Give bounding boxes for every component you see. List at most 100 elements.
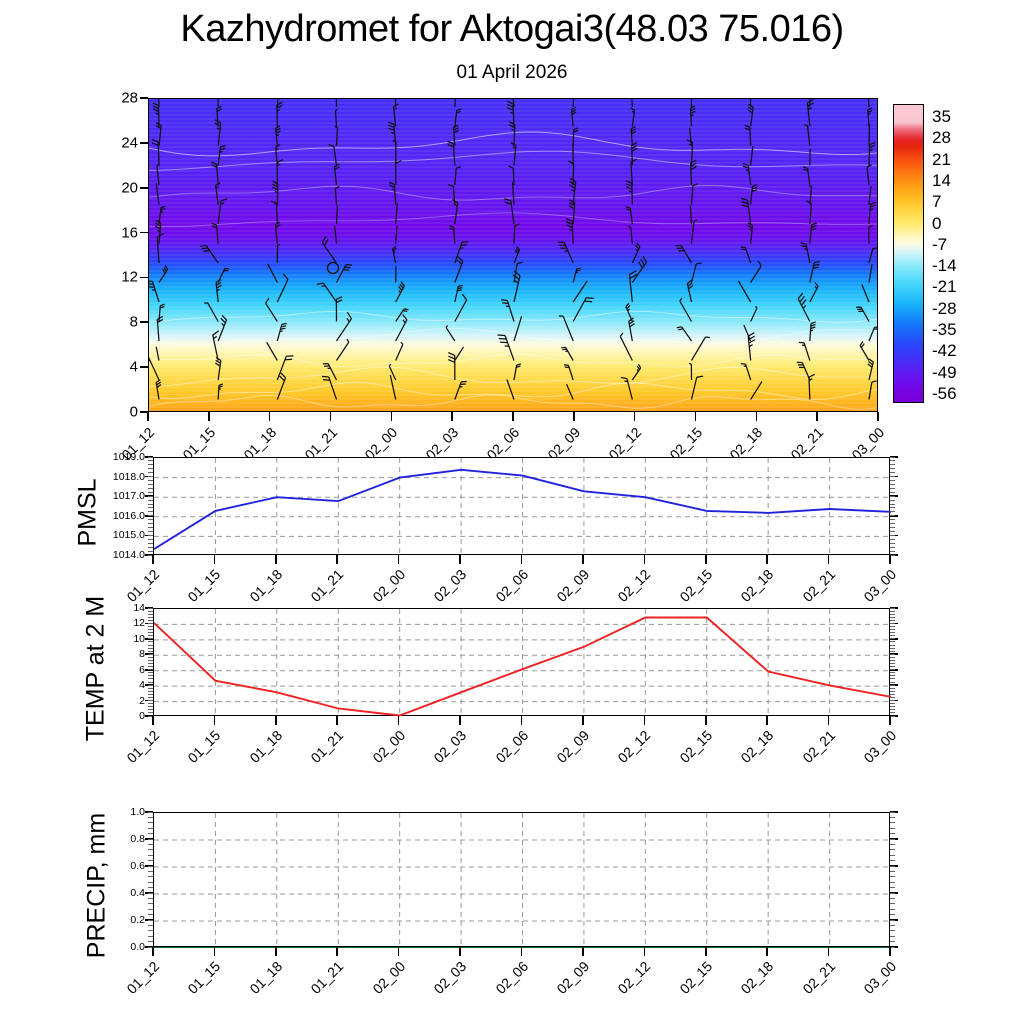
x-tick xyxy=(582,555,584,564)
y-minor-tick-right xyxy=(890,865,895,867)
colorbar-tick-label: -28 xyxy=(932,298,957,318)
x-tick-label: 02_03 xyxy=(430,727,470,766)
y-minor-tick-right xyxy=(890,666,895,668)
y-minor-tick xyxy=(148,687,153,689)
colorbar-tick-label: 35 xyxy=(932,107,951,126)
y-minor-tick xyxy=(148,456,153,458)
y-minor-tick xyxy=(148,626,153,627)
precip-panel[interactable] xyxy=(153,812,891,948)
y-tick-label: 2 xyxy=(139,694,145,707)
y-minor-tick-right xyxy=(890,930,895,932)
main-y-tick-label: 8 xyxy=(129,313,138,331)
colorbar-tick-label: 28 xyxy=(932,128,951,148)
y-minor-tick xyxy=(148,511,153,513)
y-minor-tick xyxy=(148,666,153,668)
x-tick-label: 02_15 xyxy=(676,727,716,766)
y-tick-label: 1017.0 xyxy=(112,490,145,503)
x-tick-label: 02_15 xyxy=(676,958,716,997)
y-minor-tick-right xyxy=(890,897,895,899)
y-minor-tick xyxy=(148,503,153,505)
y-tick-label: 0.0 xyxy=(130,941,145,953)
x-tick-label: 02_21 xyxy=(799,727,838,766)
y-minor-tick xyxy=(148,638,153,640)
y-minor-tick xyxy=(148,903,153,905)
colorbar-tick-label: -42 xyxy=(932,341,957,361)
main-x-tick xyxy=(451,412,453,421)
y-tick-label: 1019.0 xyxy=(112,451,145,463)
y-minor-tick-right xyxy=(890,684,895,686)
upper-air-cross-section-panel[interactable] xyxy=(148,98,878,412)
x-tick-label: 01_12 xyxy=(123,958,163,997)
x-tick xyxy=(889,555,891,564)
y-minor-tick-right xyxy=(890,538,895,540)
y-minor-tick-right xyxy=(890,690,895,692)
main-x-tick xyxy=(208,412,210,421)
colorbar-tick-label: -21 xyxy=(932,277,957,297)
x-tick xyxy=(459,716,461,725)
precip-plot xyxy=(154,813,891,948)
y-minor-tick-right xyxy=(890,499,895,501)
y-minor-tick xyxy=(148,534,153,536)
x-tick xyxy=(827,947,830,956)
x-tick xyxy=(336,716,339,725)
y-minor-tick-right xyxy=(890,613,895,615)
y-minor-tick xyxy=(148,941,153,943)
temp-at-2m-panel[interactable] xyxy=(153,608,891,717)
y-minor-tick xyxy=(148,607,153,609)
y-minor-tick xyxy=(148,546,153,548)
y-minor-tick-right xyxy=(890,838,895,840)
x-tick-label: 01_21 xyxy=(307,958,347,997)
y-minor-tick xyxy=(148,672,153,674)
y-minor-tick xyxy=(148,656,153,658)
y-minor-tick xyxy=(148,675,153,677)
y-minor-tick xyxy=(148,491,153,493)
y-tick-label: 12 xyxy=(133,617,145,630)
y-minor-tick xyxy=(148,641,153,643)
y-minor-tick xyxy=(148,914,153,916)
x-tick-label: 02_21 xyxy=(799,958,838,997)
x-tick xyxy=(213,555,216,564)
y-minor-tick-right xyxy=(890,534,895,536)
main-y-tick-label: 16 xyxy=(121,224,138,242)
y-minor-tick-right xyxy=(890,712,895,714)
y-tick-label: 6 xyxy=(139,663,145,676)
y-minor-tick xyxy=(148,527,153,529)
x-tick xyxy=(582,947,584,956)
y-minor-tick xyxy=(148,629,153,631)
y-tick-label: 14 xyxy=(133,602,145,614)
y-minor-tick xyxy=(148,892,153,894)
y-minor-tick xyxy=(148,693,153,695)
y-minor-tick xyxy=(148,632,153,634)
colorbar-tick-label: -56 xyxy=(932,383,957,403)
main-x-tick xyxy=(573,412,575,421)
x-tick xyxy=(397,947,400,956)
colorbar-tick-label: 7 xyxy=(932,192,942,212)
y-minor-tick-right xyxy=(890,696,895,698)
y-minor-tick-right xyxy=(890,464,895,466)
y-minor-tick xyxy=(148,706,153,708)
y-minor-tick xyxy=(148,887,153,889)
y-minor-tick xyxy=(148,684,153,686)
y-minor-tick xyxy=(148,930,153,932)
y-tick-label: 8 xyxy=(139,648,145,661)
main-x-tick xyxy=(147,412,149,421)
x-tick xyxy=(397,555,400,564)
y-minor-tick xyxy=(148,849,153,851)
x-tick xyxy=(582,716,584,725)
main-y-tick-label: 0 xyxy=(129,403,138,421)
y-minor-tick xyxy=(148,822,153,824)
y-minor-tick-right xyxy=(890,860,895,862)
y-minor-tick xyxy=(148,924,153,926)
x-tick xyxy=(704,555,707,564)
y-minor-tick-right xyxy=(890,607,895,609)
main-x-tick xyxy=(633,412,636,421)
y-minor-tick xyxy=(148,860,153,862)
y-minor-tick xyxy=(148,870,153,872)
x-tick xyxy=(275,716,277,725)
y-minor-tick xyxy=(148,876,153,878)
pmsl-panel[interactable] xyxy=(153,457,891,556)
y-minor-tick-right xyxy=(890,681,895,683)
y-minor-tick xyxy=(148,515,153,517)
main-y-tick xyxy=(140,231,148,234)
main-y-tick xyxy=(140,321,148,324)
